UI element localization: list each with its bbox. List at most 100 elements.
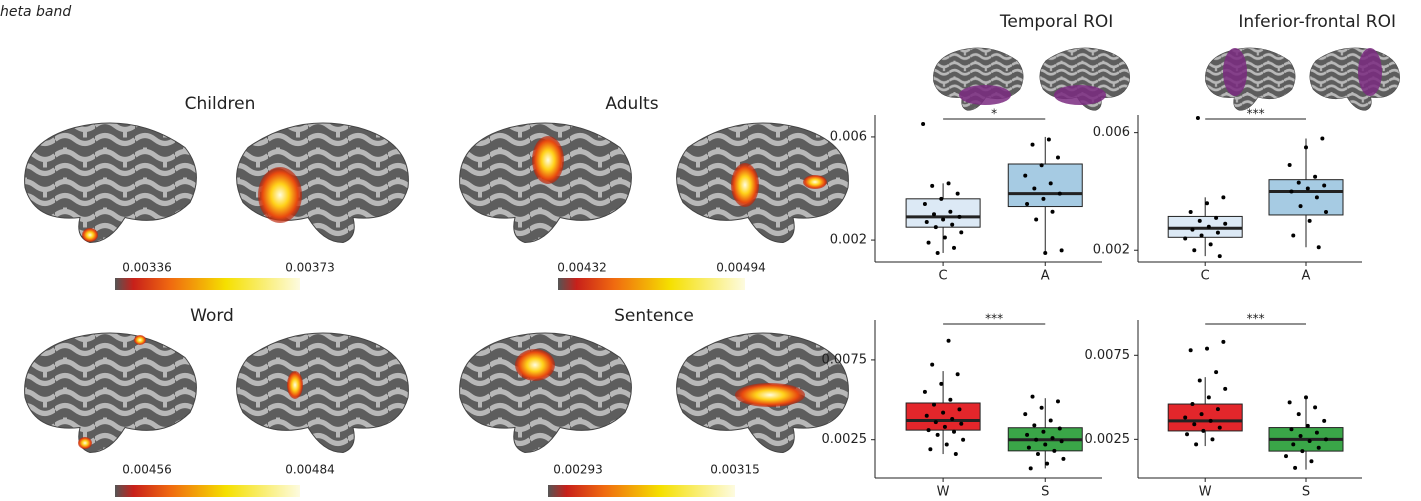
data-point: [942, 424, 947, 429]
colorbar-label: 0.00293: [553, 463, 603, 477]
data-point: [1223, 386, 1228, 391]
data-point: [1201, 428, 1206, 433]
data-point: [1324, 210, 1328, 215]
data-point: [1206, 224, 1211, 229]
data-point: [1188, 348, 1193, 353]
data-point: [924, 413, 929, 418]
data-point: [1190, 227, 1195, 232]
data-point: [1322, 183, 1327, 188]
data-point: [1025, 432, 1030, 437]
data-point: [952, 245, 957, 250]
data-point: [952, 429, 957, 434]
data-point: [933, 420, 938, 425]
data-point: [1215, 407, 1220, 412]
x-tick-label: S: [1302, 485, 1310, 500]
data-point: [1199, 412, 1204, 417]
data-point: [1057, 426, 1062, 431]
map-title: Adults: [605, 94, 658, 114]
data-point: [1298, 433, 1303, 438]
panel-label: heta band: [0, 4, 71, 20]
data-point: [1059, 439, 1064, 444]
data-point: [1185, 432, 1190, 437]
y-tick-label: 0.006: [1093, 125, 1130, 140]
data-point: [1205, 201, 1210, 206]
colorbar-label: 0.00432: [557, 261, 607, 275]
data-point: [1026, 445, 1031, 450]
data-point: [1322, 418, 1327, 423]
data-point: [1032, 423, 1037, 428]
data-point: [950, 416, 955, 421]
y-tick-label: 0.002: [830, 233, 867, 248]
data-point: [1300, 449, 1305, 454]
data-point: [1057, 191, 1062, 196]
data-point: [1023, 412, 1028, 417]
data-point: [1052, 448, 1057, 453]
data-point: [1059, 248, 1064, 253]
data-point: [1296, 180, 1301, 185]
data-point: [1217, 254, 1222, 259]
data-point: [1195, 115, 1200, 120]
data-point: [1221, 195, 1226, 200]
data-point: [1034, 217, 1039, 222]
y-tick-label: 0.006: [830, 129, 867, 144]
x-tick-label: W: [937, 485, 950, 500]
data-point: [1050, 209, 1055, 214]
colorbar-label: 0.00315: [710, 463, 760, 477]
data-point: [1287, 400, 1292, 405]
colorbar-label: 0.00484: [285, 463, 335, 477]
data-point: [1023, 173, 1028, 178]
roi-brains: [933, 47, 1400, 111]
data-point: [1296, 412, 1301, 417]
data-point: [1223, 221, 1228, 226]
data-point: [1183, 415, 1188, 420]
y-tick-label: 0.0025: [1085, 432, 1131, 447]
data-point: [1214, 370, 1219, 375]
data-point: [1050, 436, 1055, 441]
brain-panel: Children 0.00336 0.00373: [24, 94, 409, 290]
data-point: [941, 410, 946, 415]
data-point: [950, 222, 955, 227]
data-point: [1304, 145, 1308, 150]
data-point: [1030, 142, 1035, 147]
box: [1268, 179, 1344, 216]
data-point: [1289, 427, 1294, 432]
box: [905, 402, 981, 431]
data-point: [1291, 233, 1296, 238]
data-point: [1309, 459, 1314, 464]
data-point: [1217, 425, 1222, 430]
data-point: [1192, 422, 1197, 427]
data-point: [1320, 136, 1325, 141]
data-point: [1307, 218, 1312, 223]
colorbar-label: 0.00456: [122, 463, 172, 477]
data-point: [1199, 233, 1204, 238]
data-point: [1188, 210, 1193, 215]
chart-title: Temporal ROI: [999, 12, 1113, 32]
y-tick-label: 0.0025: [822, 432, 868, 447]
significance: ***: [985, 312, 1003, 326]
data-point: [959, 421, 964, 426]
data-point: [1316, 245, 1321, 250]
brain-panel: Word 0.00456 0.00484: [24, 306, 409, 497]
data-point: [1314, 195, 1319, 200]
data-point: [1046, 137, 1051, 142]
data-point: [1043, 442, 1048, 447]
data-point: [957, 214, 962, 219]
data-point: [1039, 163, 1044, 168]
x-tick-label: A: [1041, 269, 1050, 284]
box: [905, 198, 981, 228]
data-point: [1210, 437, 1215, 442]
data-point: [948, 209, 953, 214]
data-point: [959, 230, 964, 235]
data-point: [1039, 405, 1044, 410]
data-point: [1291, 442, 1296, 447]
data-point: [1293, 465, 1298, 470]
data-point: [1045, 461, 1050, 466]
data-point: [1208, 242, 1213, 247]
data-point: [935, 432, 940, 437]
data-point: [930, 183, 935, 188]
data-point: [924, 220, 929, 225]
y-tick-label: 0.002: [1093, 243, 1130, 258]
data-point: [953, 452, 958, 457]
data-point: [1313, 174, 1318, 179]
data-point: [932, 402, 937, 407]
